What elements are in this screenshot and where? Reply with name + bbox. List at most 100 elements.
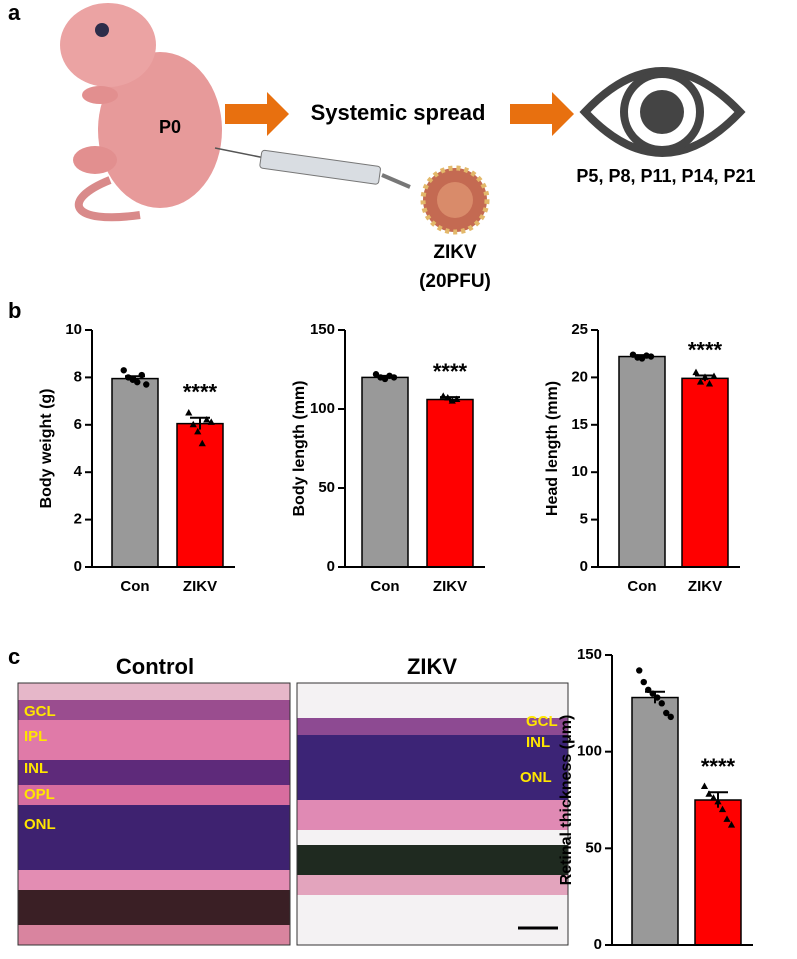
bar (426, 398, 474, 568)
y-tick-label: 0 (594, 936, 602, 953)
data-point (203, 416, 211, 423)
data-point (198, 439, 206, 447)
mouse-pup (60, 3, 222, 222)
y-tick-label: 25 (571, 321, 588, 338)
bar (361, 376, 409, 568)
y-axis-label: Body weight (g) (38, 389, 55, 509)
timepoints-label: P5, P8, P11, P14, P21 (576, 166, 755, 186)
y-tick-label: 0 (580, 558, 588, 575)
data-point (439, 392, 447, 399)
layer-label: ONL (24, 816, 56, 833)
image-title: Control (116, 654, 194, 679)
layer-label: GCL (526, 713, 558, 730)
bar (681, 377, 729, 568)
data-point (705, 790, 713, 797)
data-point (372, 371, 380, 378)
virus-label: ZIKV (433, 242, 477, 263)
eye-icon (579, 67, 746, 157)
y-tick-label: 100 (577, 743, 602, 760)
data-point (390, 374, 398, 381)
y-axis-label: Retinal thickness (μm) (558, 715, 575, 886)
bar (618, 355, 666, 568)
data-point (663, 709, 670, 717)
y-tick-label: 150 (577, 646, 602, 663)
data-point (381, 375, 389, 383)
data-point (207, 418, 215, 425)
y-tick-label: 100 (310, 400, 335, 417)
data-point (194, 427, 202, 435)
x-tick-label: ZIKV (688, 578, 722, 595)
layer-label: OPL (24, 786, 55, 803)
layer-label: ONL (520, 769, 552, 786)
data-point (658, 700, 665, 707)
layer-label: IPL (24, 728, 47, 745)
data-point (710, 372, 718, 379)
y-tick-label: 6 (74, 416, 82, 433)
y-tick-label: 50 (585, 839, 602, 856)
panel-label: b (8, 298, 21, 323)
layer-label: GCL (24, 703, 56, 720)
y-tick-label: 0 (327, 558, 335, 575)
x-tick-label: Con (627, 578, 656, 595)
data-point (667, 713, 674, 721)
y-tick-label: 20 (571, 368, 588, 385)
y-tick-label: 0 (74, 558, 82, 575)
y-tick-label: 150 (310, 321, 335, 338)
control-image (17, 682, 291, 946)
dose-label: (20PFU) (419, 271, 491, 292)
significance: **** (688, 337, 723, 362)
y-tick-label: 5 (580, 511, 588, 528)
panel-label: a (8, 0, 21, 25)
data-point (654, 694, 661, 701)
data-point (645, 686, 652, 693)
layer-label: INL (24, 760, 48, 777)
zikv-image (296, 682, 569, 946)
age-label: P0 (159, 117, 181, 137)
data-point (723, 815, 731, 822)
step-label: Systemic spread (311, 100, 486, 125)
y-tick-label: 15 (571, 416, 588, 433)
significance: **** (701, 754, 736, 779)
data-point (189, 420, 197, 428)
bar (111, 377, 159, 568)
y-tick-label: 10 (571, 463, 588, 480)
arrow (510, 92, 574, 136)
x-tick-label: Con (370, 578, 399, 595)
data-point (649, 690, 656, 697)
layer-label: INL (526, 734, 550, 751)
data-point (647, 353, 655, 360)
y-axis-label: Body length (mm) (291, 381, 308, 517)
data-point (714, 797, 722, 805)
data-point (138, 371, 145, 379)
y-axis-label: Head length (mm) (544, 381, 561, 516)
data-point (444, 393, 452, 401)
data-point (143, 381, 150, 388)
x-tick-label: ZIKV (433, 578, 467, 595)
virus-icon (420, 165, 490, 235)
data-point (636, 667, 643, 674)
bar (694, 799, 742, 946)
panel-label: c (8, 644, 20, 669)
y-tick-label: 8 (74, 368, 82, 385)
data-point (185, 408, 193, 416)
syringe (214, 147, 411, 189)
data-point (700, 782, 709, 789)
x-tick-label: Con (120, 578, 149, 595)
significance: **** (183, 380, 218, 405)
data-point (696, 378, 705, 385)
significance: **** (433, 359, 468, 384)
data-point (120, 367, 127, 374)
y-tick-label: 50 (318, 479, 335, 496)
data-point (640, 678, 647, 686)
data-point (692, 368, 700, 376)
y-tick-label: 2 (74, 511, 82, 528)
image-title: ZIKV (407, 654, 457, 679)
data-point (134, 378, 141, 386)
arrow (225, 92, 289, 136)
data-point (727, 821, 736, 828)
data-point (705, 380, 714, 387)
x-tick-label: ZIKV (183, 578, 217, 595)
data-point (453, 395, 461, 403)
